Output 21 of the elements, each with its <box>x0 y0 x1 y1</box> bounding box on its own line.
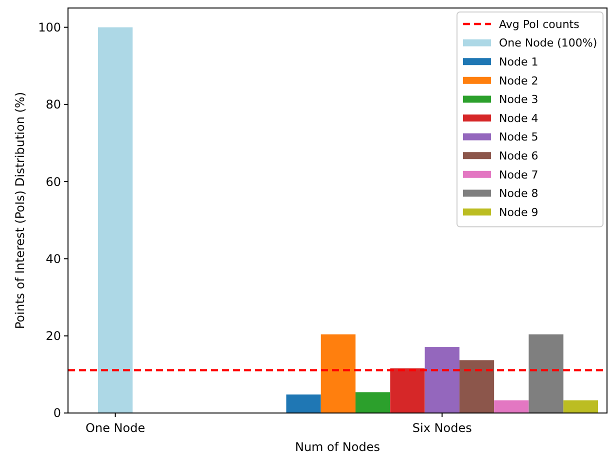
legend-label: Node 2 <box>499 74 538 88</box>
legend-label: Node 6 <box>499 149 538 162</box>
legend-label: Node 4 <box>499 112 538 125</box>
legend-label: Node 1 <box>499 55 538 68</box>
y-axis-title: Points of Interest (PoIs) Distribution (%) <box>13 92 27 330</box>
y-tick-label: 100 <box>38 20 61 34</box>
x-tick-label: One Node <box>86 421 146 435</box>
x-axis-title: Num of Nodes <box>294 440 380 454</box>
legend-label: Node 9 <box>499 206 538 219</box>
legend-label: One Node (100%) <box>499 36 598 50</box>
y-tick-label: 40 <box>46 252 61 266</box>
y-tick-label: 0 <box>53 406 61 420</box>
legend-label: Node 7 <box>499 168 538 182</box>
x-tick-label: Six Nodes <box>412 421 472 435</box>
legend-label: Node 3 <box>499 93 538 106</box>
y-tick-label: 80 <box>46 98 61 112</box>
legend-label: Avg PoI counts <box>499 18 580 31</box>
y-tick-label: 20 <box>46 329 61 344</box>
legend-label: Node 5 <box>499 130 538 144</box>
legend-label: Node 8 <box>499 187 538 200</box>
y-tick-label: 60 <box>46 174 61 189</box>
